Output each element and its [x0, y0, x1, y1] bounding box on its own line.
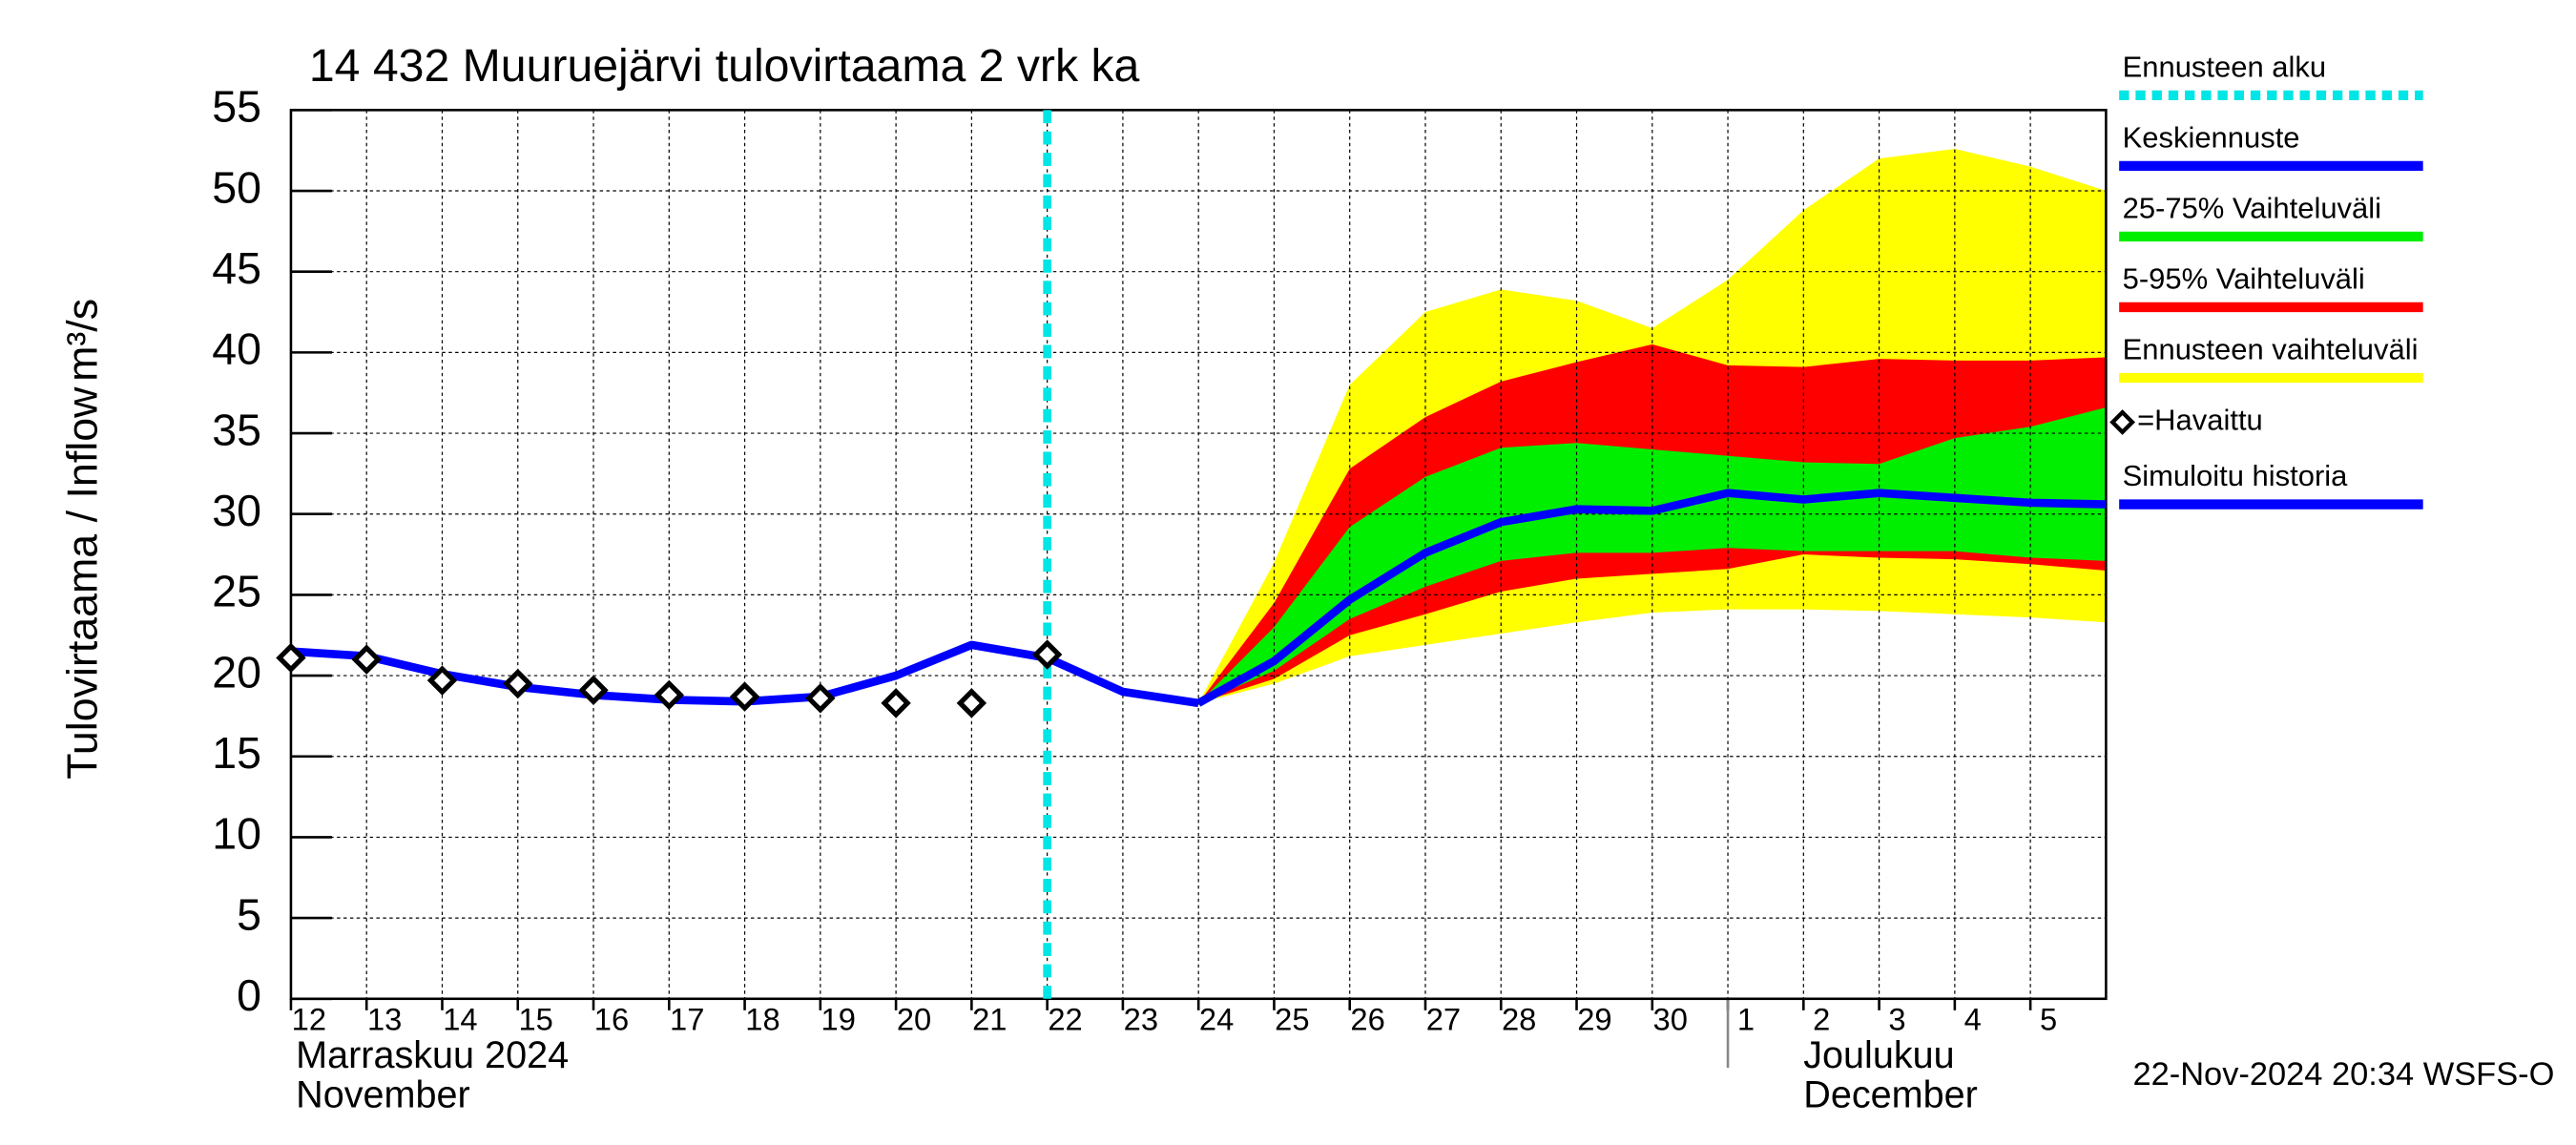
y-tick-label: 10 [212, 809, 261, 859]
legend-label: Ennusteen vaihteluväli [2123, 333, 2419, 366]
observed-point [578, 675, 609, 706]
legend-label: Ennusteen alku [2123, 50, 2327, 83]
x-tick-label: 29 [1577, 1002, 1611, 1037]
y-axis-unit: m³/s [59, 299, 107, 382]
observed-point [881, 688, 911, 718]
x-tick-label: 12 [292, 1002, 326, 1037]
x-tick-label: 2 [1813, 1002, 1830, 1037]
x-tick-label: 20 [897, 1002, 931, 1037]
x-tick-label: 27 [1426, 1002, 1461, 1037]
x-tick-label: 15 [518, 1002, 552, 1037]
x-tick-label: 30 [1653, 1002, 1688, 1037]
x-tick-label: 16 [594, 1002, 629, 1037]
y-tick-label: 50 [212, 162, 261, 212]
month-label: Marraskuu 2024 [296, 1034, 569, 1076]
x-tick-label: 14 [443, 1002, 477, 1037]
y-tick-label: 45 [212, 243, 261, 293]
month-label: November [296, 1074, 470, 1116]
y-tick-label: 55 [212, 82, 261, 132]
x-tick-label: 21 [972, 1002, 1007, 1037]
observed-point [276, 642, 306, 674]
legend-label: 5-95% Vaihteluväli [2123, 262, 2365, 296]
y-tick-label: 25 [212, 567, 261, 616]
y-tick-label: 35 [212, 405, 261, 454]
y-tick-label: 15 [212, 728, 261, 778]
y-tick-label: 20 [212, 647, 261, 697]
legend-marker [2109, 409, 2135, 435]
x-tick-label: 23 [1124, 1002, 1158, 1037]
x-tick-label: 24 [1199, 1002, 1234, 1037]
legend-label: Keskiennuste [2123, 121, 2300, 155]
y-tick-label: 30 [212, 486, 261, 535]
y-tick-label: 40 [212, 324, 261, 374]
x-tick-label: 3 [1888, 1002, 1905, 1037]
observed-point [503, 668, 533, 699]
series-line [1196, 489, 2107, 707]
observed-point [426, 665, 458, 696]
month-label: December [1803, 1074, 1978, 1116]
x-tick-label: 4 [1964, 1002, 1982, 1037]
x-tick-label: 13 [367, 1002, 402, 1037]
x-tick-label: 22 [1048, 1002, 1082, 1037]
x-tick-label: 17 [670, 1002, 704, 1037]
chart-title: 14 432 Muuruejärvi tulovirtaama 2 vrk ka [309, 40, 1140, 92]
observed-point [654, 679, 684, 711]
legend-label: Simuloitu historia [2123, 459, 2349, 492]
x-tick-label: 25 [1275, 1002, 1309, 1037]
x-tick-label: 28 [1502, 1002, 1536, 1037]
y-tick-label: 5 [237, 889, 261, 939]
observed-point [351, 644, 382, 675]
plot-frame [289, 109, 2108, 1001]
observed-point [956, 688, 987, 718]
x-tick-label: 1 [1737, 1002, 1755, 1037]
observed-point [805, 683, 836, 714]
observed-point [729, 681, 760, 712]
legend-label: =Havaittu [2137, 404, 2263, 437]
observed-point [1031, 639, 1063, 670]
legend-label: 25-75% Vaihteluväli [2123, 192, 2381, 225]
x-tick-label: 18 [745, 1002, 779, 1037]
x-tick-label: 19 [821, 1002, 856, 1037]
y-axis-label: Tulovirtaama / Inflow [59, 386, 107, 780]
y-tick-label: 0 [237, 970, 261, 1020]
month-label: Joulukuu [1803, 1034, 1954, 1076]
x-tick-label: 5 [2040, 1002, 2057, 1037]
footer: 22-Nov-2024 20:34 WSFS-O [2132, 1056, 2554, 1093]
x-tick-label: 26 [1350, 1002, 1384, 1037]
